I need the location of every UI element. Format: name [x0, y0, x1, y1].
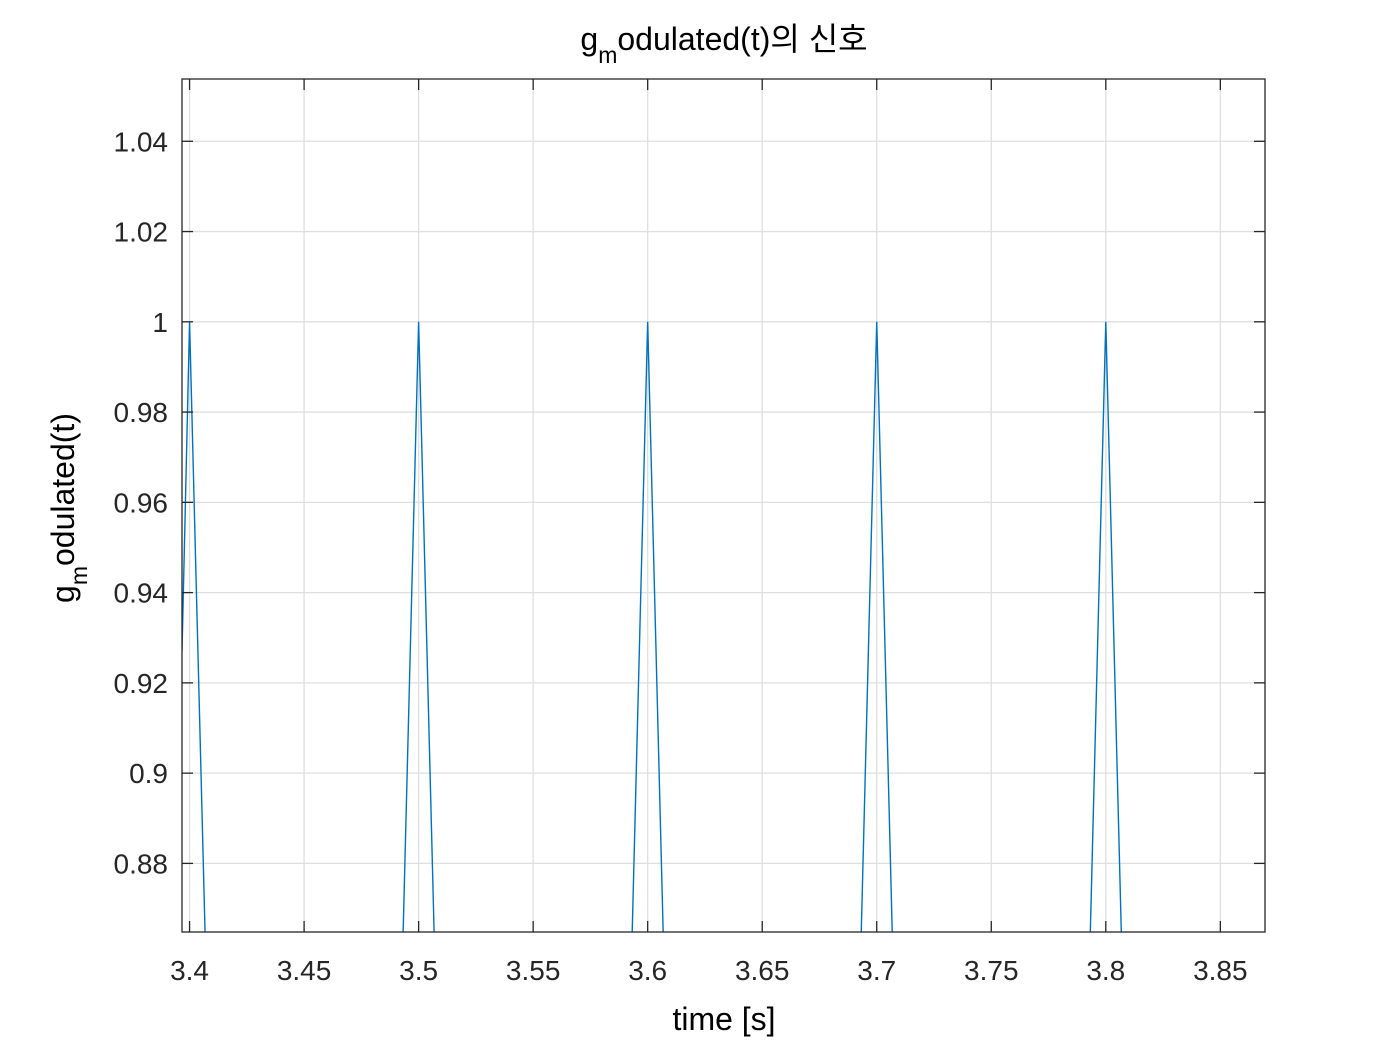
x-tick-label: 3.4 [170, 955, 209, 986]
y-tick-label: 0.9 [129, 758, 168, 789]
y-tick-label: 0.92 [114, 668, 169, 699]
chart-title: gmodulated(t)의 신호 [580, 21, 867, 68]
x-ticks: 3.4 3.45 3.5 3.55 3.6 3.65 3.7 3.75 3.8 3.85 [170, 79, 1248, 986]
series-line [182, 321, 1122, 932]
x-tick-label: 3.55 [506, 955, 561, 986]
y-tick-label: 0.88 [114, 848, 169, 879]
x-tick-label: 3.8 [1086, 955, 1125, 986]
y-tick-label: 1.04 [114, 126, 169, 157]
y-tick-label: 0.96 [114, 487, 169, 518]
y-ticks: 0.88 0.9 0.92 0.94 0.96 0.98 1 1.02 1.04 [114, 126, 1265, 879]
y-axis-label: gmodulated(t) [45, 413, 92, 603]
y-tick-label: 1 [152, 307, 168, 338]
series-layer [182, 321, 1122, 932]
x-tick-label: 3.75 [964, 955, 1019, 986]
x-tick-label: 3.7 [857, 955, 896, 986]
y-grid [182, 140, 1265, 865]
y-tick-label: 1.02 [114, 217, 169, 248]
x-axis-label: time [s] [672, 1001, 775, 1037]
x-tick-label: 3.85 [1193, 955, 1248, 986]
x-tick-label: 3.65 [735, 955, 790, 986]
x-tick-label: 3.5 [399, 955, 438, 986]
x-tick-label: 3.6 [628, 955, 667, 986]
plot-area [182, 79, 1265, 932]
y-tick-label: 0.94 [114, 578, 169, 609]
axes-box [181, 78, 1266, 933]
y-tick-label: 0.98 [114, 397, 169, 428]
x-tick-label: 3.45 [277, 955, 332, 986]
x-grid [188, 79, 1221, 932]
